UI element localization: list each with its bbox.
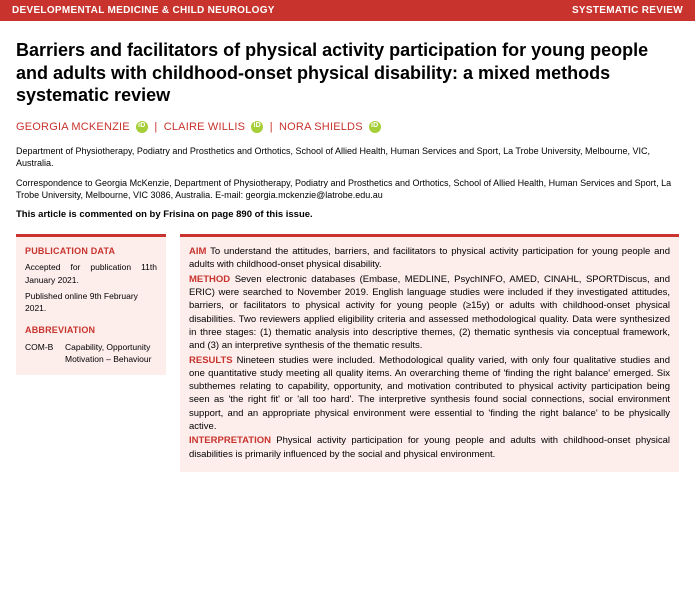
author-list: GEORGIA MCKENZIE | CLAIRE WILLIS | NORA … xyxy=(16,121,679,133)
abbrev-entry: COM-B Capability, Opportunity Motivation… xyxy=(25,341,157,366)
abbrev-definition: Capability, Opportunity Motivation – Beh… xyxy=(65,341,157,366)
aim-label: AIM xyxy=(189,246,206,257)
interp-label: INTERPRETATION xyxy=(189,435,271,446)
sidebar: PUBLICATION DATA Accepted for publicatio… xyxy=(16,234,166,484)
affiliation: Department of Physiotherapy, Podiatry an… xyxy=(16,145,679,169)
author-name: GEORGIA MCKENZIE xyxy=(16,121,130,133)
abstract-method: METHOD Seven electronic databases (Embas… xyxy=(189,273,670,353)
orcid-icon[interactable] xyxy=(369,121,381,133)
author-separator: | xyxy=(154,121,157,133)
author-name: NORA SHIELDS xyxy=(279,121,363,133)
orcid-icon[interactable] xyxy=(251,121,263,133)
aim-text: To understand the attitudes, barriers, a… xyxy=(189,246,670,270)
accepted-date: Accepted for publication 11th January 20… xyxy=(25,261,157,286)
method-label: METHOD xyxy=(189,274,230,285)
publication-data-box: PUBLICATION DATA Accepted for publicatio… xyxy=(16,234,166,375)
article-type: SYSTEMATIC REVIEW xyxy=(572,5,683,16)
published-date: Published online 9th February 2021. xyxy=(25,290,157,315)
commentary-note: This article is commented on by Frisina … xyxy=(16,209,679,220)
method-text: Seven electronic databases (Embase, MEDL… xyxy=(189,274,670,351)
abstract-aim: AIM To understand the attitudes, barrier… xyxy=(189,245,670,272)
pubdata-label: PUBLICATION DATA xyxy=(25,245,157,258)
journal-header-bar: DEVELOPMENTAL MEDICINE & CHILD NEUROLOGY… xyxy=(0,0,695,21)
journal-name: DEVELOPMENTAL MEDICINE & CHILD NEUROLOGY xyxy=(12,5,275,16)
abbrev-label: ABBREVIATION xyxy=(25,324,157,337)
correspondence: Correspondence to Georgia McKenzie, Depa… xyxy=(16,177,679,201)
abstract-box: AIM To understand the attitudes, barrier… xyxy=(180,234,679,472)
abstract-column: AIM To understand the attitudes, barrier… xyxy=(180,234,679,484)
results-text: Nineteen studies were included. Methodol… xyxy=(189,355,670,432)
author-separator: | xyxy=(270,121,273,133)
article-title: Barriers and facilitators of physical ac… xyxy=(16,39,679,107)
abstract-results: RESULTS Nineteen studies were included. … xyxy=(189,354,670,434)
article-content: Barriers and facilitators of physical ac… xyxy=(0,21,695,494)
abstract-interpretation: INTERPRETATION Physical activity partici… xyxy=(189,434,670,461)
abbrev-term: COM-B xyxy=(25,341,57,366)
two-column-body: PUBLICATION DATA Accepted for publicatio… xyxy=(16,234,679,484)
results-label: RESULTS xyxy=(189,355,233,366)
orcid-icon[interactable] xyxy=(136,121,148,133)
author-name: CLAIRE WILLIS xyxy=(164,121,245,133)
